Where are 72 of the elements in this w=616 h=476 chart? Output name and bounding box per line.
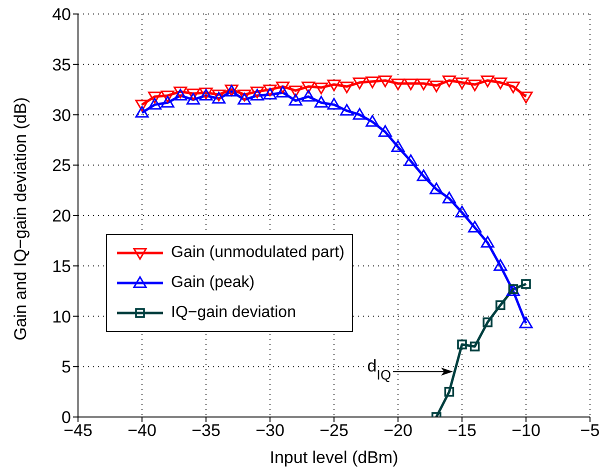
point — [519, 92, 533, 104]
x-tick-label: −5 — [580, 421, 600, 440]
y-axis-title: Gain and IQ−gain deviation (dB) — [11, 97, 30, 340]
x-tick-label: −35 — [192, 421, 220, 440]
x-tick-label: −15 — [448, 421, 476, 440]
point — [404, 78, 418, 90]
point — [494, 259, 508, 271]
x-axis-title: Input level (dBm) — [270, 448, 398, 467]
point — [442, 76, 456, 88]
point — [378, 125, 392, 137]
point — [430, 182, 444, 194]
point — [482, 317, 492, 328]
point — [238, 90, 252, 102]
point — [174, 86, 188, 98]
point — [416, 169, 430, 182]
point — [314, 82, 328, 94]
point — [470, 342, 480, 352]
x-tick-label: −25 — [320, 421, 348, 440]
x-tick-label: −20 — [384, 421, 412, 440]
point — [135, 100, 149, 112]
point — [468, 220, 482, 233]
point — [340, 82, 354, 94]
point — [378, 76, 392, 88]
point — [457, 340, 467, 350]
point — [494, 78, 508, 90]
y-tick-label: 40 — [52, 5, 71, 24]
point — [250, 86, 264, 98]
y-tick-label: 10 — [52, 307, 71, 326]
point — [430, 80, 444, 92]
point — [160, 90, 174, 102]
x-tick-label: −30 — [256, 421, 284, 440]
y-tick-label: 25 — [52, 156, 71, 176]
y-tick-label: 0 — [62, 408, 71, 428]
y-tick-label: 35 — [52, 55, 71, 74]
point — [276, 82, 290, 94]
point — [366, 115, 380, 127]
point — [366, 76, 380, 88]
point — [404, 154, 418, 166]
legend-label: Gain (unmodulated part) — [171, 244, 344, 262]
legend-label: Gain (peak) — [171, 274, 255, 292]
point — [496, 300, 506, 310]
point — [480, 236, 494, 248]
x-tick-label: −10 — [512, 421, 540, 440]
point — [186, 88, 200, 100]
y-tick-label: 30 — [52, 106, 71, 125]
point — [455, 206, 469, 218]
point — [416, 78, 430, 90]
point — [352, 78, 366, 90]
point — [521, 279, 531, 289]
point — [263, 84, 277, 96]
annotation: d$_{IQ}$ — [367, 356, 392, 382]
point — [480, 76, 494, 88]
point — [352, 108, 366, 120]
point — [506, 82, 520, 94]
point — [506, 284, 520, 296]
point — [327, 80, 341, 92]
point — [519, 316, 533, 328]
point — [302, 82, 316, 94]
point — [442, 192, 456, 204]
point — [391, 78, 405, 90]
y-tick-label: 20 — [52, 206, 71, 226]
point — [444, 386, 454, 397]
point — [148, 92, 162, 104]
y-tick-label: 15 — [52, 256, 71, 276]
point — [288, 86, 302, 98]
point — [391, 140, 405, 152]
point — [468, 80, 482, 92]
y-tick-label: 5 — [62, 358, 71, 377]
x-tick-label: −40 — [128, 421, 156, 440]
point — [212, 90, 226, 102]
legend-label: IQ−gain deviation — [171, 304, 296, 322]
point — [455, 78, 469, 90]
